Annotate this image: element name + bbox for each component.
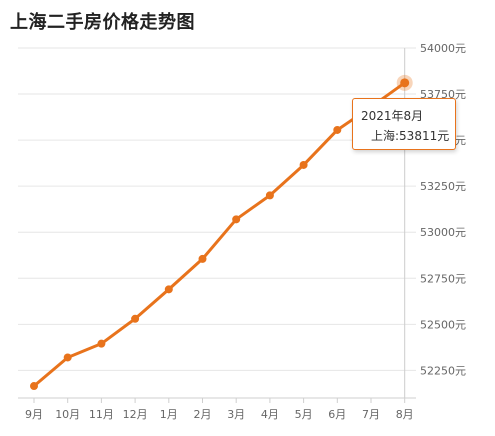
x-axis-ticks: 9月 10月 11月 12月 1月 2月 3月 4月 5月 6月 7月 8月 xyxy=(25,398,414,421)
data-point xyxy=(299,160,308,169)
y-tick-label: 53750元 xyxy=(420,88,466,101)
highlight-point xyxy=(400,78,410,88)
x-tick-label: 7月 xyxy=(362,408,380,421)
x-tick-label: 9月 xyxy=(25,408,43,421)
data-point xyxy=(131,314,140,323)
data-point xyxy=(265,191,274,200)
data-point xyxy=(63,353,72,362)
x-tick-label: 5月 xyxy=(295,408,313,421)
tooltip-value: 上海:53811元 xyxy=(371,129,450,143)
x-tick-label: 11月 xyxy=(89,408,114,421)
tooltip: 2021年8月 上海:53811元 xyxy=(352,98,456,150)
y-tick-label: 53000元 xyxy=(420,226,466,239)
x-tick-label: 1月 xyxy=(160,408,178,421)
y-tick-label: 52250元 xyxy=(420,364,466,377)
y-tick-label: 52500元 xyxy=(420,318,466,331)
x-tick-label: 12月 xyxy=(123,408,148,421)
data-point xyxy=(198,254,207,263)
x-tick-label: 4月 xyxy=(261,408,279,421)
y-tick-label: 54000元 xyxy=(420,42,466,55)
data-point xyxy=(232,215,241,224)
chart-title: 上海二手房价格走势图 xyxy=(10,12,195,33)
x-tick-label: 6月 xyxy=(328,408,346,421)
tooltip-date: 2021年8月 xyxy=(361,109,424,123)
y-tick-label: 53250元 xyxy=(420,180,466,193)
y-tick-label: 52750元 xyxy=(420,272,466,285)
x-tick-label: 3月 xyxy=(227,408,245,421)
data-point xyxy=(333,125,342,134)
grid-lines xyxy=(18,47,416,371)
data-point xyxy=(30,382,38,391)
series-line xyxy=(33,81,406,388)
data-point xyxy=(164,285,173,294)
x-tick-label: 8月 xyxy=(396,408,414,421)
x-tick-label: 2月 xyxy=(194,408,212,421)
x-tick-label: 10月 xyxy=(55,408,80,421)
data-point xyxy=(97,339,106,348)
y-axis-ticks: 52250元52500元52750元53000元53250元53500元5375… xyxy=(420,42,466,377)
